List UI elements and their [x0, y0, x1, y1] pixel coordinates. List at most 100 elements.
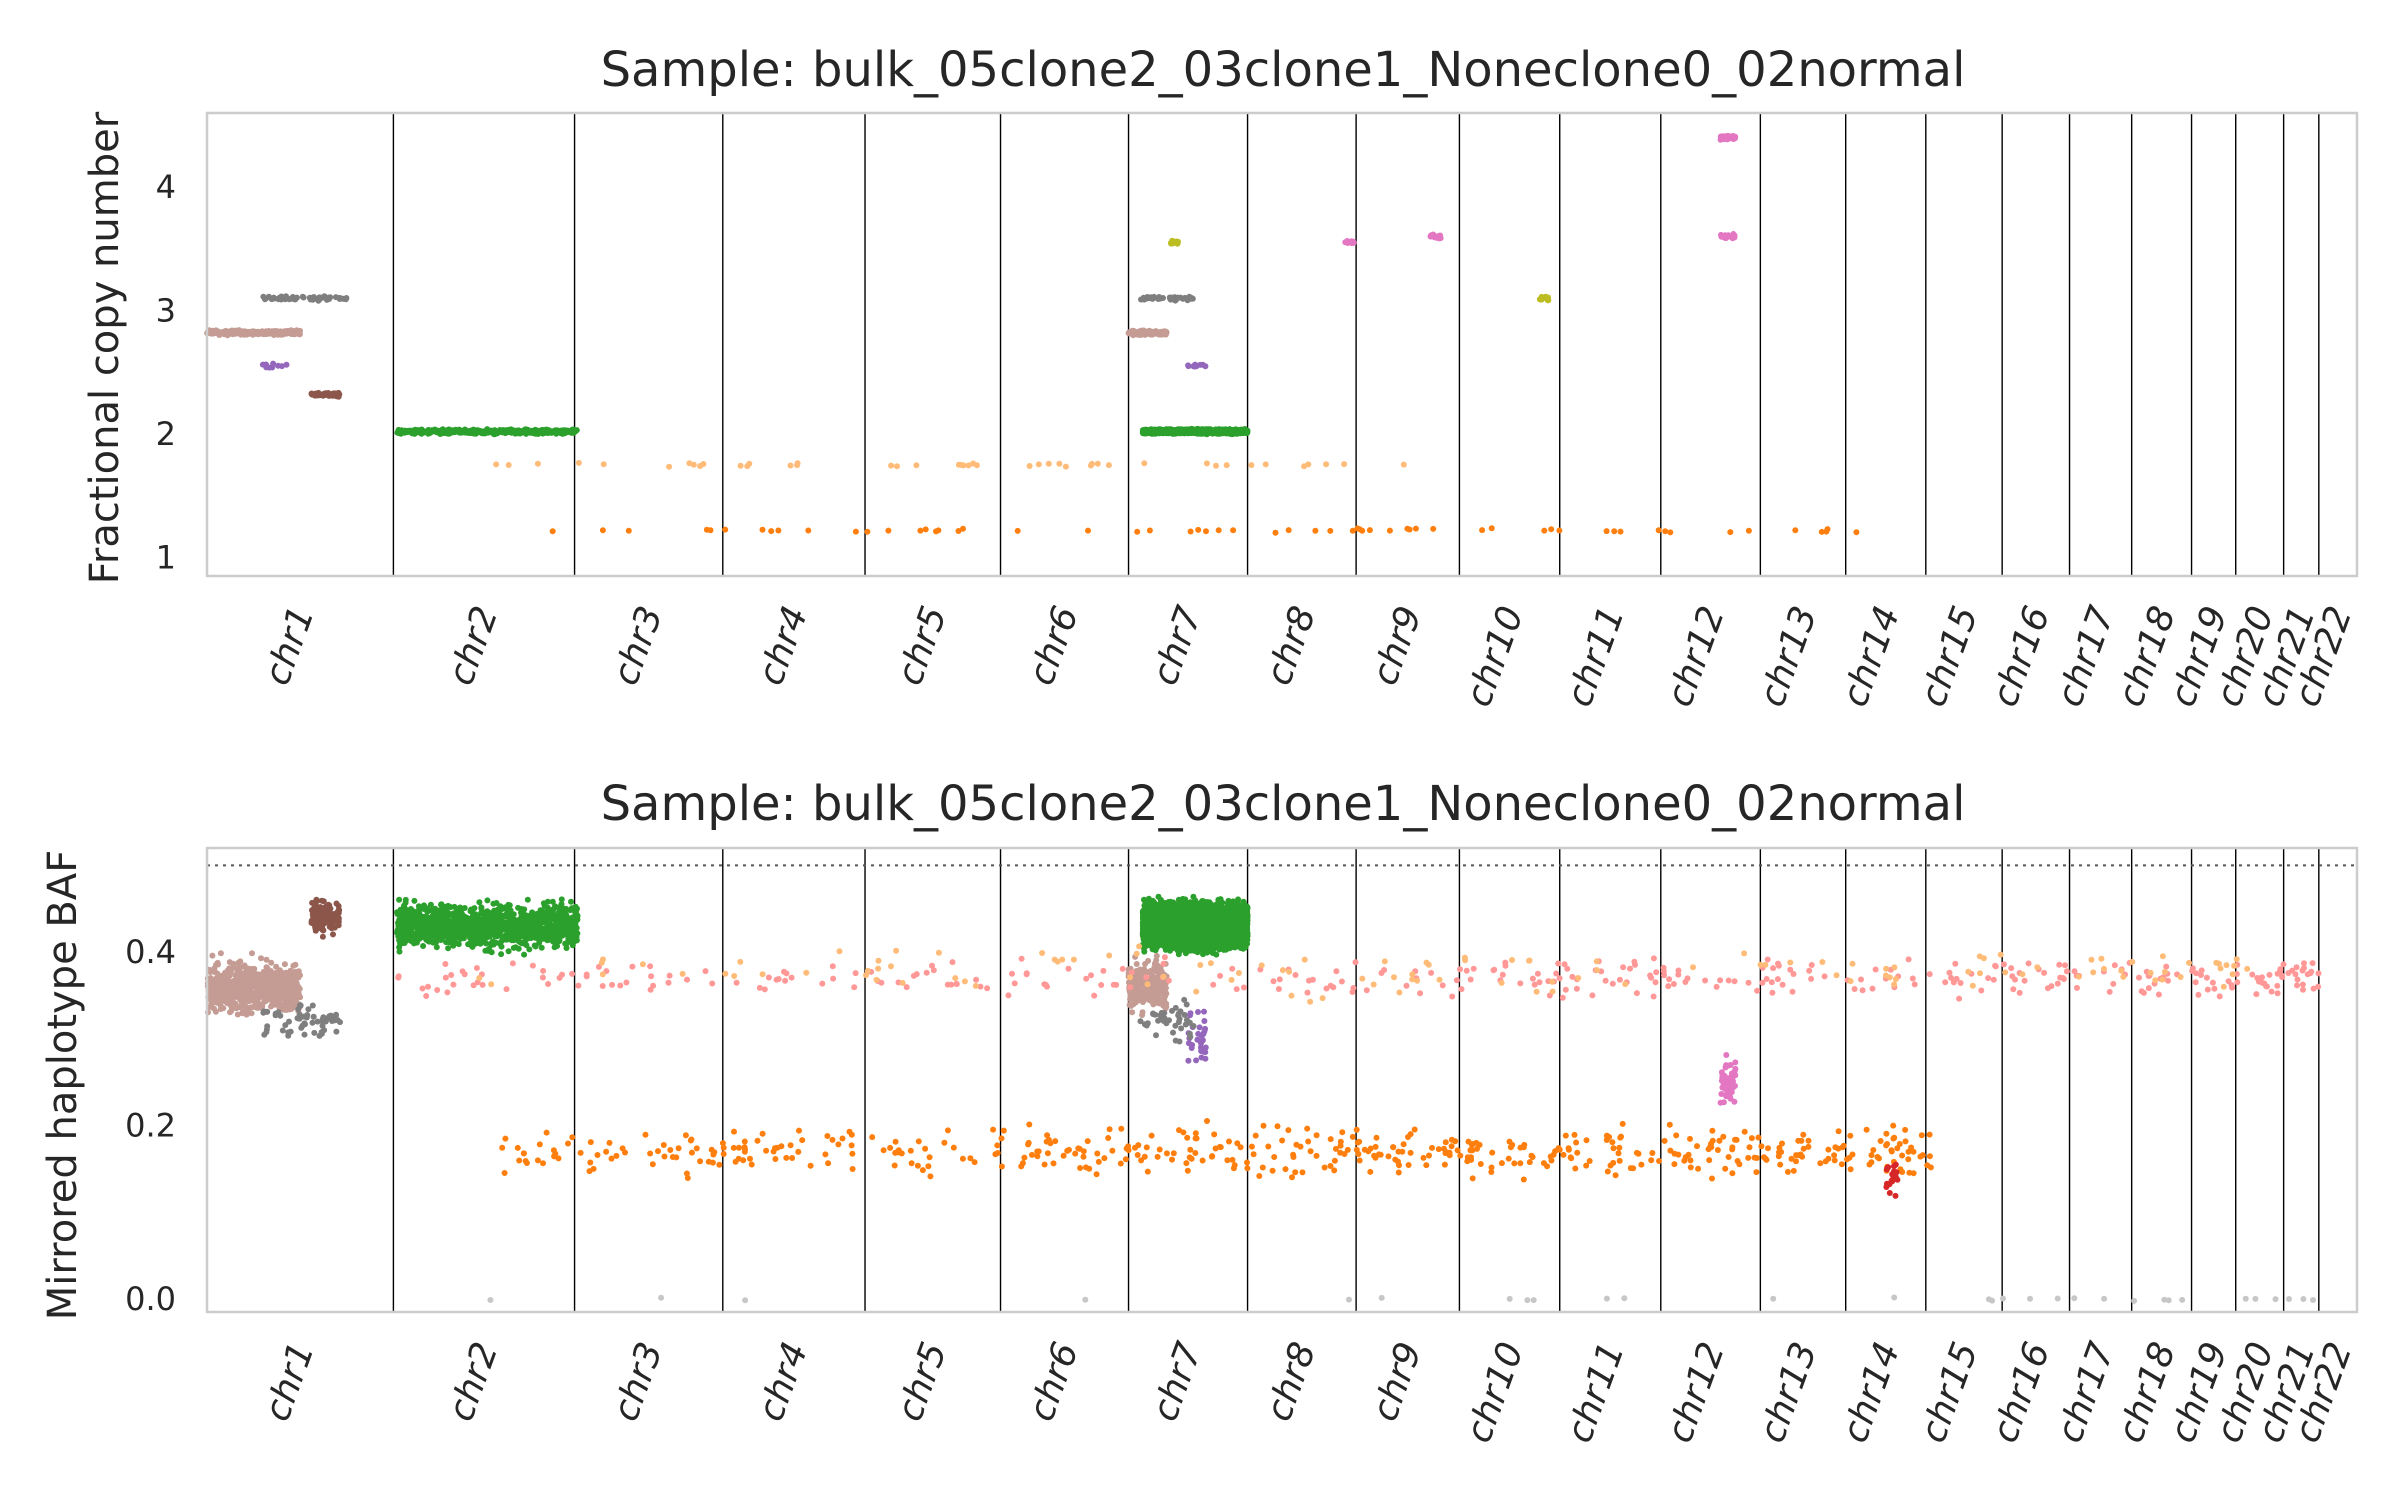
- data-point: [1400, 461, 1407, 468]
- data-point: [261, 295, 268, 302]
- data-point: [1155, 296, 1162, 302]
- data-point: [1142, 330, 1149, 337]
- data-point: [255, 329, 262, 336]
- data-point: [473, 915, 480, 922]
- data-point: [505, 948, 512, 955]
- data-point: [492, 933, 499, 940]
- data-point: [273, 330, 280, 336]
- data-point: [888, 462, 895, 469]
- data-point: [737, 462, 744, 469]
- data-point: [1026, 463, 1033, 469]
- data-point: [1215, 527, 1222, 534]
- data-point: [913, 462, 920, 469]
- data-point: [1745, 527, 1752, 534]
- data-point: [421, 902, 427, 909]
- data-point: [1722, 135, 1729, 142]
- data-point: [487, 940, 494, 947]
- data-point: [467, 932, 474, 939]
- data-point: [570, 930, 577, 937]
- data-point: [885, 527, 892, 534]
- y-axis-label: Fractional copy number: [82, 111, 128, 584]
- data-point: [1792, 527, 1799, 534]
- chart-title: Sample: bulk_05clone2_03clone1_Noneclone…: [601, 42, 1966, 98]
- data-point: [499, 429, 506, 436]
- data-point: [1222, 427, 1229, 434]
- data-point: [465, 916, 471, 923]
- data-point: [759, 526, 766, 533]
- data-point: [568, 917, 575, 924]
- data-point: [521, 934, 528, 941]
- data-point: [1170, 239, 1177, 246]
- data-point: [336, 391, 343, 398]
- data-point: [1538, 293, 1545, 300]
- data-point: [1089, 460, 1095, 467]
- data-point: [332, 294, 339, 301]
- data-point: [549, 912, 556, 918]
- data-point: [402, 917, 409, 924]
- data-point: [1731, 134, 1738, 141]
- data-point: [486, 933, 493, 940]
- data-point: [515, 945, 522, 952]
- data-point: [1177, 429, 1184, 435]
- data-point: [408, 908, 415, 915]
- data-point: [1132, 329, 1139, 336]
- data-point: [497, 939, 504, 946]
- data-point: [1272, 529, 1279, 536]
- data-point: [1617, 528, 1624, 535]
- data-point: [538, 428, 545, 435]
- data-point: [1170, 428, 1177, 435]
- data-point: [1105, 462, 1112, 469]
- data-point: [1155, 429, 1162, 436]
- data-point: [433, 944, 440, 951]
- data-point: [505, 462, 512, 468]
- data-point: [1243, 429, 1250, 435]
- data-point: [424, 908, 431, 915]
- data-point: [283, 361, 290, 368]
- data-point: [1223, 462, 1230, 469]
- data-point: [1146, 527, 1153, 534]
- data-point: [513, 921, 519, 928]
- data-point: [1262, 461, 1269, 468]
- data-point: [1655, 527, 1662, 534]
- data-point: [501, 923, 508, 930]
- data-point: [482, 911, 489, 918]
- data-point: [478, 935, 485, 942]
- data-point: [1406, 526, 1413, 533]
- data-point: [1195, 526, 1202, 533]
- y-tick-label: 3: [156, 292, 176, 330]
- data-point: [420, 943, 427, 949]
- data-point: [277, 294, 284, 301]
- data-point: [475, 921, 482, 928]
- data-point: [1146, 295, 1153, 302]
- data-point: [768, 528, 775, 535]
- data-point: [403, 937, 410, 944]
- data-point: [216, 330, 222, 337]
- data-point: [574, 912, 581, 919]
- data-point: [894, 463, 900, 470]
- data-point: [506, 936, 513, 943]
- data-point: [426, 938, 432, 945]
- data-point: [395, 426, 402, 433]
- data-point: [543, 429, 550, 436]
- data-point: [545, 922, 551, 929]
- data-point: [933, 528, 939, 535]
- data-point: [852, 528, 859, 535]
- data-point: [1045, 460, 1052, 467]
- data-point: [549, 528, 556, 535]
- data-point: [397, 933, 404, 940]
- data-point: [1727, 529, 1734, 536]
- data-point: [544, 929, 551, 936]
- data-point: [666, 463, 673, 470]
- data-point: [515, 904, 522, 911]
- chromosome-boundaries: [392, 113, 2320, 576]
- data-point: [524, 912, 531, 919]
- data-points: [204, 132, 1860, 536]
- data-point: [460, 428, 467, 435]
- data-point: [239, 330, 246, 337]
- data-point: [434, 928, 441, 935]
- data-point: [521, 906, 528, 913]
- y-tick-label: 4: [156, 168, 176, 206]
- data-point: [478, 927, 485, 933]
- data-point: [1140, 294, 1147, 301]
- data-point: [1200, 429, 1207, 436]
